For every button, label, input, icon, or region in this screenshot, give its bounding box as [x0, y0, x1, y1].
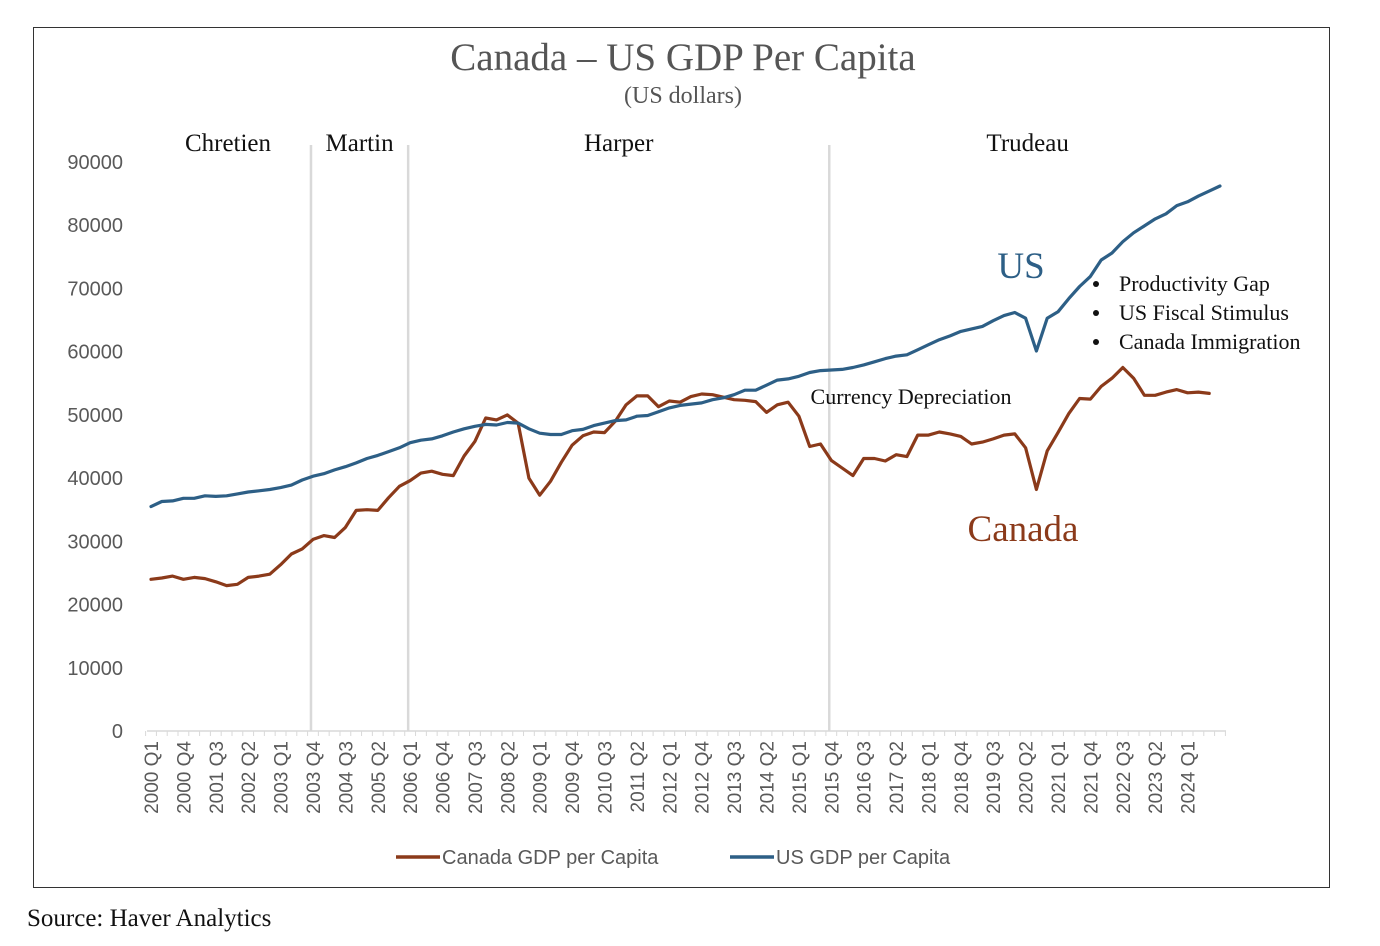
bullet-note: US Fiscal Stimulus [1119, 300, 1289, 325]
x-tick-label: 2000 Q1 [142, 741, 163, 814]
bullet-notes: Productivity Gap US Fiscal Stimulus Canada… [1093, 271, 1300, 354]
y-tick-label: 70000 [67, 278, 123, 300]
period-label-chretien: Chretien [185, 130, 272, 157]
x-tick-label: 2010 Q3 [596, 741, 617, 814]
y-axis: 0 10000 20000 30000 40000 50000 60000 70000 8000… [67, 152, 123, 743]
bullet-dot [1093, 310, 1099, 316]
x-tick-label: 2019 Q3 [984, 741, 1005, 814]
legend-label-canada-gdp-per-capita: Canada GDP per Capita [442, 847, 659, 869]
x-axis: 2000 Q1 2000 Q4 2001 Q3 2002 Q2 2003 Q1 2003 … [142, 730, 1226, 814]
bullet-note: Productivity Gap [1119, 271, 1270, 296]
x-tick-label: 2013 Q3 [725, 741, 746, 814]
x-tick-label: 2009 Q1 [531, 741, 552, 814]
bullet-dot [1093, 339, 1099, 345]
x-tick-label: 2007 Q3 [466, 741, 487, 814]
x-tick-label: 2006 Q4 [434, 741, 455, 814]
x-tick-label: 2008 Q2 [498, 741, 519, 814]
bullet-note: Canada Immigration [1119, 329, 1300, 354]
x-tick-label: 2023 Q2 [1146, 741, 1167, 814]
x-tick-label: 2021 Q4 [1081, 741, 1102, 814]
x-tick-label: 2003 Q1 [272, 741, 293, 814]
chart-frame: Canada – US GDP Per Capita (US dollars) … [33, 27, 1330, 888]
x-tick-label: 2014 Q2 [757, 741, 778, 814]
y-tick-label: 0 [112, 721, 123, 743]
period-dividers [309, 145, 831, 731]
y-tick-label: 40000 [67, 468, 123, 490]
legend: Canada GDP per Capita US GDP per Capita [396, 847, 951, 869]
y-tick-label: 30000 [67, 531, 123, 553]
currency-depreciation-note: Currency Depreciation [811, 384, 1012, 409]
y-tick-label: 10000 [67, 658, 123, 680]
x-tick-label: 2003 Q4 [304, 741, 325, 814]
x-tick-label: 2012 Q4 [693, 741, 714, 814]
x-tick-label: 2004 Q3 [336, 741, 357, 814]
x-tick-label: 2016 Q3 [855, 741, 876, 814]
x-tick-label: 2017 Q2 [887, 741, 908, 814]
us-series-label: US [997, 246, 1044, 287]
period-label-harper: Harper [584, 130, 654, 157]
x-tick-label: 2000 Q4 [174, 741, 195, 814]
y-tick-label: 80000 [67, 215, 123, 237]
x-tick-label: 2002 Q2 [239, 741, 260, 814]
x-tick-label: 2018 Q1 [919, 741, 940, 814]
canada-series-label: Canada [968, 509, 1079, 550]
y-tick-label: 60000 [67, 342, 123, 364]
bullet-dot [1093, 281, 1099, 287]
x-tick-label: 2020 Q2 [1017, 741, 1038, 814]
x-tick-label: 2021 Q1 [1049, 741, 1070, 814]
y-tick-label: 90000 [67, 152, 123, 174]
period-label-martin: Martin [326, 130, 395, 157]
canada-gdp-per-capita-line [149, 365, 1211, 588]
source-note: Source: Haver Analytics [27, 905, 272, 932]
x-tick-label: 2024 Q1 [1179, 741, 1200, 814]
x-tick-label: 2012 Q1 [660, 741, 681, 814]
x-tick-label: 2018 Q4 [952, 741, 973, 814]
x-tick-label: 2011 Q2 [628, 741, 649, 812]
x-tick-label: 2006 Q1 [401, 741, 422, 814]
x-tick-label: 2005 Q2 [369, 741, 390, 814]
x-tick-label: 2022 Q3 [1114, 741, 1135, 814]
x-tick-label: 2009 Q4 [563, 741, 584, 814]
legend-label-us-gdp-per-capita: US GDP per Capita [776, 847, 951, 869]
chart-subtitle: (US dollars) [624, 83, 742, 109]
period-label-trudeau: Trudeau [986, 130, 1069, 157]
us-gdp-per-capita-line [149, 184, 1222, 509]
x-tick-label: 2015 Q4 [822, 741, 843, 814]
chart-title: Canada – US GDP Per Capita [450, 36, 915, 79]
y-tick-label: 50000 [67, 405, 123, 427]
chart-svg: Canada – US GDP Per Capita (US dollars) … [67, 36, 1300, 869]
x-tick-label: 2001 Q3 [207, 741, 228, 814]
x-tick-label: 2015 Q1 [790, 741, 811, 814]
series-lines [149, 184, 1222, 588]
y-tick-label: 20000 [67, 595, 123, 617]
period-labels: Chretien Martin Harper Trudeau [185, 130, 1069, 157]
